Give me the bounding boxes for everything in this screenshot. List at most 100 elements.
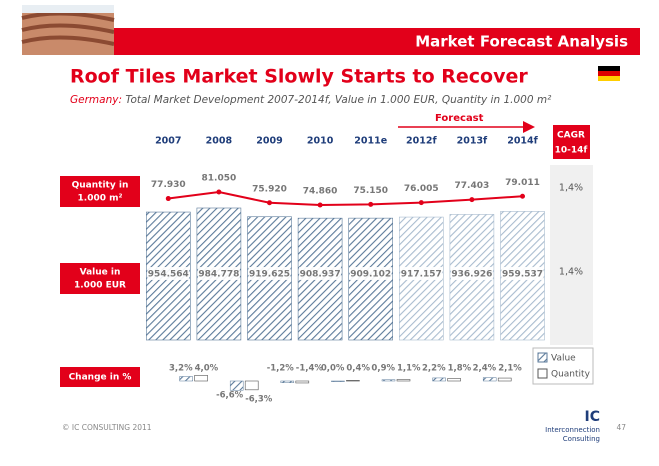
x-tick-label: 2014f	[507, 136, 538, 147]
value-label: 77.403	[455, 181, 490, 191]
value-label-bg	[349, 267, 392, 280]
change-bar	[497, 377, 512, 382]
value-label-bg	[450, 267, 493, 280]
change-label: -6,6%	[216, 391, 244, 401]
value-label: 984.778	[198, 270, 239, 280]
change-label: 3,2%	[169, 364, 193, 374]
point	[165, 196, 171, 202]
value-label: 954.564	[148, 270, 189, 280]
x-tick-label: 2013f	[457, 136, 488, 147]
cagr-header	[553, 125, 590, 159]
point	[520, 193, 525, 199]
point	[368, 201, 374, 207]
plot: 2007 2008 2009 2010 2011e 2012f 2013f 2014f 954.…	[146, 136, 545, 405]
value-label: 909.102	[350, 270, 391, 280]
value-label: 76.005	[404, 184, 439, 194]
value-label: 75.150	[353, 186, 388, 196]
change-label: 1,1%	[397, 364, 421, 374]
value-label-bg	[147, 267, 190, 280]
cagr-period: 10-14f	[555, 146, 588, 156]
value-label: 919.625	[249, 270, 290, 280]
header-image	[21, 5, 115, 55]
chart-title: Roof Tiles Market Slowly Starts to Recov…	[70, 66, 528, 88]
change-label: 4,0%	[195, 364, 219, 374]
x-tick-label: 2011e	[354, 136, 387, 147]
flag	[598, 66, 620, 81]
legend-swatch	[537, 352, 548, 363]
copyright: © IC CONSULTING 2011	[62, 423, 152, 432]
point	[216, 189, 222, 195]
row-label-box	[60, 176, 140, 207]
cagr-value: 1,4%	[559, 183, 583, 194]
change-bar	[179, 376, 193, 382]
row-label-box	[60, 367, 140, 387]
row-label: Quantity in	[72, 181, 129, 191]
change-bar	[229, 380, 244, 391]
row-label: 1.000 m²	[78, 194, 123, 204]
page-number: 47	[616, 423, 626, 432]
logo: IC	[585, 409, 600, 425]
row-label-box	[60, 263, 140, 294]
change-bar	[447, 378, 461, 382]
subtitle-country: Germany:	[70, 94, 122, 106]
value-label: 79.011	[505, 178, 540, 188]
header-bar	[114, 28, 640, 55]
value-label: 77.930	[151, 180, 186, 190]
change-bar	[244, 380, 259, 391]
change-bar	[432, 377, 446, 382]
change-bar	[346, 380, 360, 382]
change-bar	[331, 380, 345, 382]
forecast-label: Forecast	[435, 113, 484, 124]
value-label: 908.937	[300, 270, 341, 280]
change-label: 2,4%	[473, 364, 497, 374]
change-label: 0,0%	[321, 364, 345, 374]
change-bar	[194, 375, 208, 382]
legend-swatch	[537, 368, 548, 379]
change-label: 0,4%	[346, 364, 370, 374]
cagr-value: 1,4%	[559, 267, 583, 278]
change-label: -6,3%	[245, 395, 273, 405]
value-label-bg	[400, 267, 443, 280]
change-label: -1,2%	[267, 364, 295, 374]
value-label-bg	[197, 267, 240, 280]
value-label: 75.920	[252, 184, 287, 194]
point	[469, 197, 475, 203]
legend-label: Value	[551, 354, 576, 364]
value-label: 959.537	[502, 270, 543, 280]
row-label: 1.000 EUR	[74, 281, 126, 291]
change-label: 2,2%	[422, 364, 446, 374]
row-label: Change in %	[69, 373, 132, 383]
value-label-bg	[501, 267, 544, 280]
point	[418, 200, 424, 206]
chart-subtitle: Germany: Total Market Development 2007-2…	[70, 94, 552, 106]
value-label: 81.050	[202, 174, 237, 184]
change-bar	[295, 380, 310, 384]
value-label: 74.860	[303, 187, 338, 197]
row-label: Value in	[80, 268, 121, 278]
legend-label: Quantity	[551, 370, 591, 380]
change-label: -1,4%	[296, 364, 324, 374]
change-bar	[381, 379, 396, 382]
subtitle-text: Total Market Development 2007-2014f, Val…	[125, 94, 552, 106]
logo-line: Consulting	[563, 435, 600, 443]
line	[168, 190, 523, 207]
change-label: 1,8%	[448, 364, 472, 374]
x-tick-label: 2008	[206, 136, 233, 147]
change-bar	[280, 380, 295, 383]
change-bar	[396, 379, 411, 382]
value-label: 917.157	[401, 270, 442, 280]
cagr-title: CAGR	[557, 131, 585, 141]
x-tick-label: 2009	[256, 136, 282, 147]
value-label: 936.926	[451, 270, 492, 280]
value-label-bg	[248, 267, 291, 280]
change-bar	[482, 377, 497, 382]
change-label: 0,9%	[371, 364, 395, 374]
x-tick-label: 2007	[155, 136, 181, 147]
logo-line: Interconnection	[545, 426, 600, 434]
point	[267, 200, 272, 206]
header-title: Market Forecast Analysis	[415, 33, 628, 51]
change-label: 2,1%	[498, 364, 522, 374]
x-tick-label: 2012f	[406, 136, 437, 147]
value-label-bg	[299, 267, 342, 280]
